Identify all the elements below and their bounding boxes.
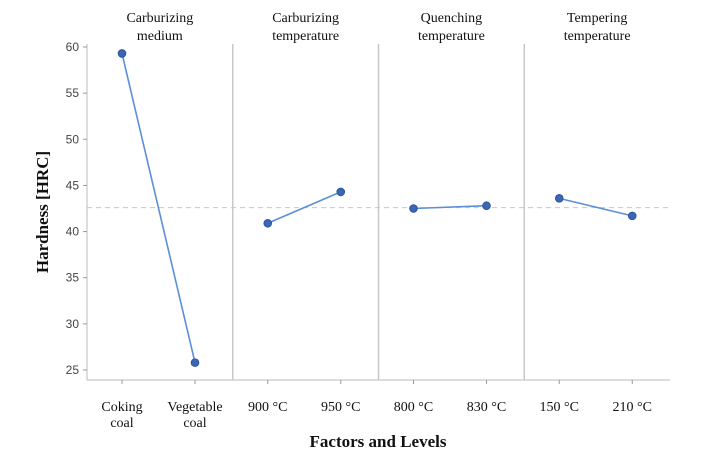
- x-tick-label: 210 °C: [613, 400, 652, 415]
- x-tick-label: coal: [110, 416, 133, 431]
- y-tick-label: 40: [66, 225, 80, 239]
- y-axis-title: Hardness [HRC]: [33, 151, 52, 273]
- x-tick-label: coal: [183, 416, 206, 431]
- data-point: [190, 358, 200, 367]
- panel-header: medium: [137, 29, 183, 44]
- panel-header: Tempering: [567, 11, 627, 26]
- panel-header: Carburizing: [126, 11, 193, 26]
- y-tick-label: 60: [66, 40, 80, 54]
- series-line: [413, 204, 487, 210]
- data-point: [627, 211, 637, 221]
- data-point: [263, 218, 273, 228]
- y-tick-label: 25: [66, 363, 80, 377]
- y-tick-label: 55: [66, 86, 80, 100]
- panel-header: temperature: [564, 29, 631, 44]
- data-point: [409, 204, 418, 213]
- x-tick-label: 150 °C: [540, 400, 579, 415]
- series-line: [559, 197, 633, 217]
- y-tick-label: 35: [66, 271, 80, 285]
- x-axis-title: Factors and Levels: [310, 432, 447, 451]
- x-tick-label: 900 °C: [248, 400, 287, 415]
- panel-header: temperature: [418, 29, 485, 44]
- data-point: [554, 194, 564, 203]
- x-tick-label: Coking: [101, 400, 142, 415]
- data-point: [336, 187, 346, 197]
- panel-header: temperature: [272, 29, 339, 44]
- y-tick-label: 50: [66, 132, 80, 146]
- data-point: [482, 201, 491, 211]
- y-tick-label: 45: [66, 178, 80, 192]
- x-tick-label: 800 °C: [394, 400, 433, 415]
- series-line: [267, 191, 342, 225]
- x-tick-label: 950 °C: [321, 400, 360, 415]
- y-tick-label: 30: [66, 317, 80, 331]
- panel-header: Carburizing: [272, 11, 339, 26]
- x-tick-label: Vegetable: [167, 400, 222, 415]
- panel-header: Quenching: [421, 11, 482, 26]
- series-line: [121, 53, 196, 363]
- x-tick-label: 830 °C: [467, 400, 506, 415]
- data-point: [117, 49, 127, 58]
